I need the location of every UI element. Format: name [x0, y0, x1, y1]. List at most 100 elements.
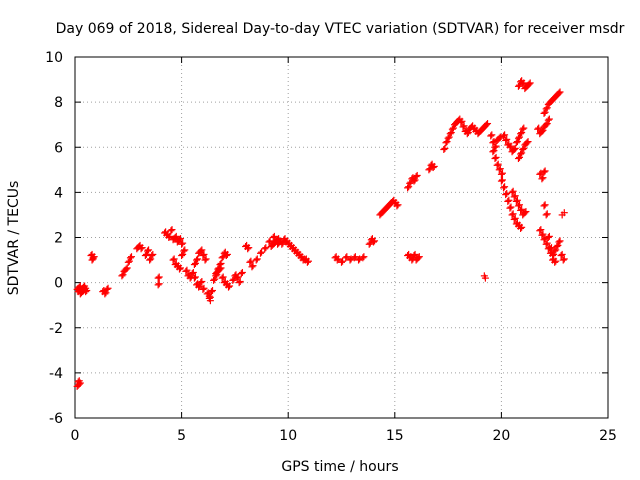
data-point: [127, 253, 135, 261]
data-point: [217, 264, 225, 272]
data-point: [75, 380, 83, 388]
data-point: [517, 130, 525, 138]
data-point: [551, 247, 559, 255]
data-point: [518, 223, 526, 231]
data-point: [126, 254, 134, 262]
y-axis-label: SDTVAR / TECUs: [6, 181, 22, 296]
data-point: [154, 274, 162, 282]
data-point: [543, 239, 551, 247]
data-point: [123, 264, 131, 272]
data-point: [148, 252, 156, 260]
data-point: [524, 138, 532, 146]
data-points: [73, 77, 568, 390]
data-point: [137, 245, 145, 253]
y-tick-label: -6: [49, 411, 63, 427]
data-point: [197, 279, 205, 287]
data-point: [540, 168, 548, 176]
data-point: [218, 274, 226, 282]
data-point: [411, 250, 419, 258]
data-point: [554, 241, 562, 249]
data-point: [457, 118, 465, 126]
data-point: [537, 169, 545, 177]
data-point: [500, 184, 508, 192]
data-point: [183, 266, 191, 274]
data-point: [496, 133, 504, 141]
data-point: [346, 256, 354, 264]
data-point: [394, 201, 402, 209]
data-point: [558, 250, 566, 258]
data-point: [489, 139, 497, 147]
data-point: [407, 178, 415, 186]
data-point: [413, 171, 421, 179]
data-point: [82, 288, 90, 296]
data-point: [410, 177, 418, 185]
data-point: [175, 265, 183, 273]
data-point: [235, 279, 243, 287]
x-tick-label: 0: [71, 428, 80, 444]
data-point: [206, 297, 214, 305]
data-point: [488, 131, 496, 139]
data-point: [412, 173, 420, 181]
data-point: [508, 188, 516, 196]
data-point: [226, 282, 234, 290]
data-point: [464, 129, 472, 137]
data-point: [446, 130, 454, 138]
data-point: [500, 132, 508, 140]
data-point: [542, 240, 550, 248]
data-point: [342, 254, 350, 262]
data-point: [511, 192, 519, 200]
data-point: [516, 133, 524, 141]
data-point: [506, 204, 514, 212]
data-point: [543, 104, 551, 112]
data-point: [507, 142, 515, 150]
data-point: [534, 125, 542, 133]
y-tick-label: -2: [49, 321, 63, 337]
data-point: [541, 167, 549, 175]
data-point: [458, 117, 466, 125]
data-point: [510, 146, 518, 154]
data-point: [258, 248, 266, 256]
data-point: [544, 116, 552, 124]
data-point: [501, 131, 509, 139]
data-point: [545, 232, 553, 240]
data-point: [122, 265, 130, 273]
data-point: [540, 236, 548, 244]
data-point: [155, 280, 163, 288]
data-point: [494, 160, 502, 168]
data-point: [199, 252, 207, 260]
data-point: [518, 205, 526, 213]
data-point: [519, 146, 527, 154]
data-point: [410, 252, 418, 260]
data-point: [169, 256, 177, 264]
data-point: [102, 289, 110, 297]
data-point: [543, 210, 551, 218]
data-point: [497, 177, 505, 185]
data-point: [138, 244, 146, 252]
data-point: [155, 273, 163, 281]
data-point: [219, 273, 227, 281]
data-point: [538, 127, 546, 135]
data-point: [552, 257, 560, 265]
data-point: [539, 230, 547, 238]
data-point: [545, 115, 553, 123]
data-point: [517, 150, 525, 158]
data-point: [490, 147, 498, 155]
x-tick-label: 25: [599, 428, 617, 444]
data-point: [518, 129, 526, 137]
data-point: [495, 134, 503, 142]
data-point: [425, 166, 433, 174]
data-point: [444, 134, 452, 142]
data-point: [490, 138, 498, 146]
data-point: [513, 196, 521, 204]
data-point: [430, 162, 438, 170]
x-tick-label: 10: [279, 428, 297, 444]
data-point: [369, 238, 377, 246]
data-point: [429, 164, 437, 172]
data-point: [190, 261, 198, 269]
data-point: [560, 255, 568, 263]
x-tick-label: 5: [177, 428, 186, 444]
data-point: [256, 249, 264, 257]
data-point: [234, 273, 242, 281]
data-point: [482, 121, 490, 129]
data-point: [511, 144, 519, 152]
